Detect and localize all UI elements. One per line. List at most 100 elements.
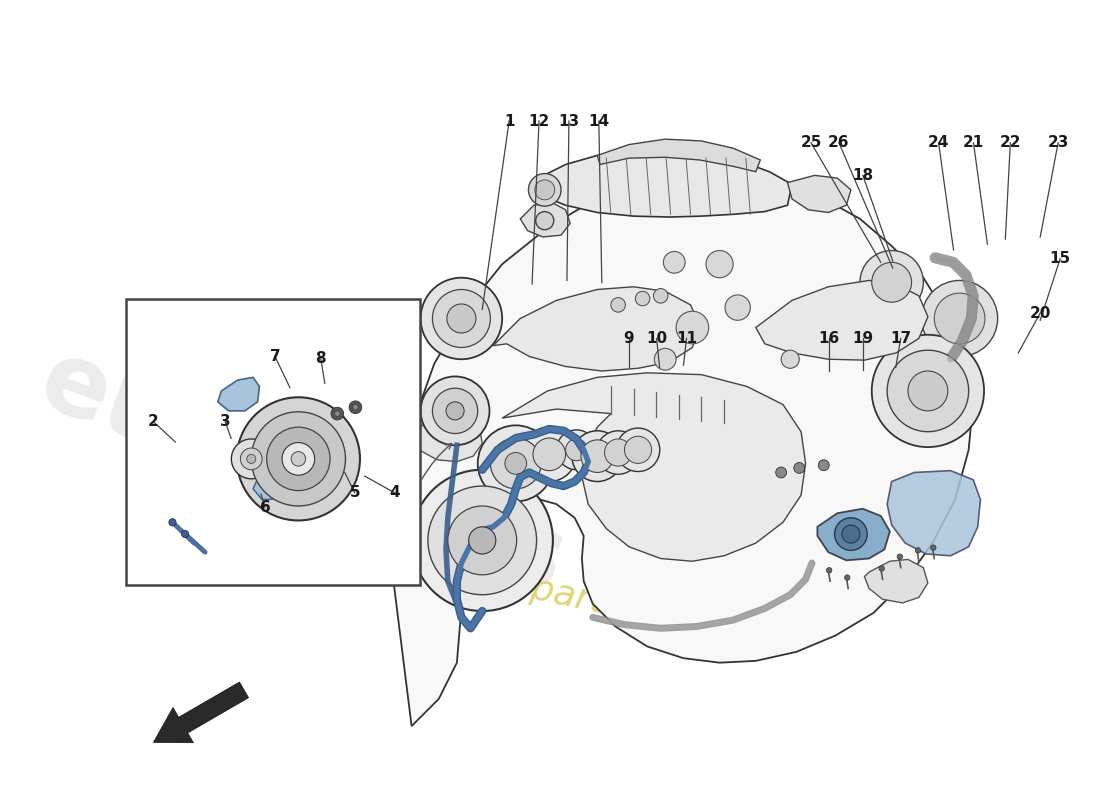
- Circle shape: [915, 548, 921, 553]
- Circle shape: [432, 388, 477, 434]
- Circle shape: [676, 311, 708, 344]
- Text: 26: 26: [828, 135, 849, 150]
- Circle shape: [781, 350, 800, 368]
- Text: 14: 14: [588, 114, 609, 129]
- Circle shape: [871, 262, 912, 302]
- Text: 6: 6: [260, 500, 271, 514]
- Circle shape: [931, 545, 936, 550]
- Text: 22: 22: [1000, 135, 1021, 150]
- Circle shape: [557, 430, 596, 470]
- Circle shape: [534, 438, 565, 470]
- Circle shape: [182, 530, 189, 538]
- Circle shape: [610, 298, 626, 312]
- Polygon shape: [520, 202, 570, 237]
- Text: 2: 2: [148, 414, 158, 430]
- Circle shape: [334, 411, 340, 416]
- Polygon shape: [394, 174, 974, 726]
- Circle shape: [605, 439, 631, 466]
- Circle shape: [636, 291, 650, 306]
- Circle shape: [653, 289, 668, 303]
- Circle shape: [581, 440, 614, 473]
- Circle shape: [266, 427, 330, 490]
- Circle shape: [420, 377, 490, 446]
- Circle shape: [879, 566, 884, 571]
- Circle shape: [654, 348, 676, 370]
- Text: 3: 3: [220, 414, 231, 430]
- Circle shape: [835, 518, 867, 550]
- Polygon shape: [253, 475, 321, 500]
- Circle shape: [447, 304, 476, 333]
- Polygon shape: [756, 281, 928, 360]
- Text: 15: 15: [1049, 251, 1070, 266]
- Text: 20: 20: [1030, 306, 1050, 321]
- Circle shape: [871, 334, 984, 447]
- Circle shape: [706, 250, 733, 278]
- Circle shape: [446, 402, 464, 420]
- Circle shape: [528, 174, 561, 206]
- Polygon shape: [218, 378, 260, 411]
- Circle shape: [428, 486, 537, 594]
- Circle shape: [887, 350, 969, 432]
- Circle shape: [168, 518, 176, 526]
- Circle shape: [241, 448, 262, 470]
- Circle shape: [292, 452, 306, 466]
- Text: 25: 25: [801, 135, 822, 150]
- Polygon shape: [788, 175, 851, 213]
- Text: 1: 1: [504, 114, 515, 129]
- Polygon shape: [865, 559, 928, 603]
- Circle shape: [922, 281, 998, 357]
- Circle shape: [794, 462, 805, 474]
- Circle shape: [477, 426, 553, 502]
- Circle shape: [420, 278, 503, 359]
- Circle shape: [246, 454, 256, 463]
- Polygon shape: [411, 414, 482, 462]
- Text: 11: 11: [676, 331, 697, 346]
- Text: 23: 23: [1047, 135, 1069, 150]
- Text: 4: 4: [389, 486, 400, 500]
- Polygon shape: [887, 470, 980, 556]
- Polygon shape: [817, 509, 890, 560]
- Text: 18: 18: [852, 168, 873, 183]
- Circle shape: [309, 490, 318, 500]
- Circle shape: [625, 436, 651, 463]
- Circle shape: [282, 442, 315, 475]
- Circle shape: [826, 567, 832, 573]
- Circle shape: [776, 467, 786, 478]
- Circle shape: [842, 525, 860, 543]
- Circle shape: [236, 398, 360, 521]
- Text: 17: 17: [890, 331, 911, 346]
- Circle shape: [845, 575, 850, 580]
- Text: 8: 8: [316, 351, 326, 366]
- Circle shape: [469, 527, 496, 554]
- Circle shape: [572, 430, 623, 482]
- Circle shape: [251, 412, 345, 506]
- Polygon shape: [503, 373, 805, 562]
- Text: 5: 5: [350, 486, 360, 500]
- Circle shape: [908, 371, 948, 411]
- Circle shape: [596, 430, 640, 474]
- Circle shape: [616, 428, 660, 471]
- Circle shape: [860, 250, 923, 314]
- Circle shape: [818, 460, 829, 470]
- Text: 10: 10: [646, 331, 668, 346]
- Circle shape: [505, 453, 527, 474]
- Polygon shape: [493, 286, 700, 371]
- Circle shape: [448, 506, 517, 575]
- Text: 12: 12: [528, 114, 550, 129]
- Circle shape: [663, 251, 685, 273]
- Text: 21: 21: [962, 135, 984, 150]
- Polygon shape: [538, 151, 792, 217]
- Text: 7: 7: [270, 349, 280, 364]
- Text: 13: 13: [559, 114, 580, 129]
- Text: 9: 9: [624, 331, 634, 346]
- Text: euroParts: euroParts: [28, 333, 579, 612]
- Circle shape: [231, 439, 272, 479]
- Text: 19: 19: [852, 331, 873, 346]
- FancyArrow shape: [153, 682, 249, 742]
- Circle shape: [411, 470, 553, 611]
- Circle shape: [565, 439, 587, 461]
- Circle shape: [491, 438, 541, 489]
- Circle shape: [535, 180, 554, 200]
- Circle shape: [432, 290, 491, 347]
- Text: 16: 16: [818, 331, 839, 346]
